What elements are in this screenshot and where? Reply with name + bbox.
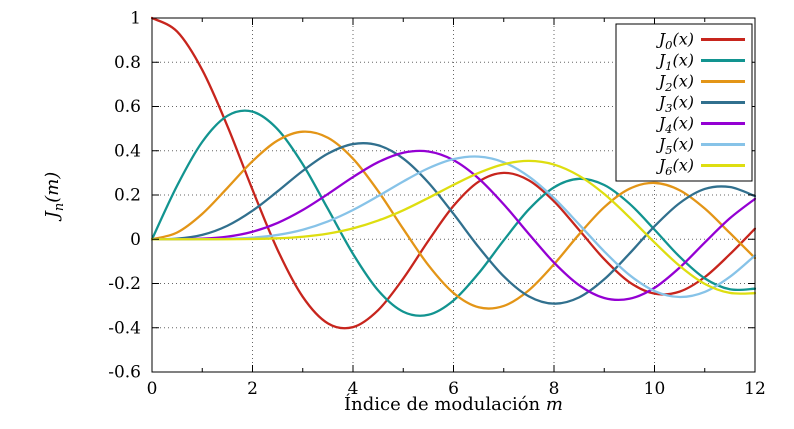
y-tick-label: 0 xyxy=(130,230,141,250)
legend-label: J3(x) xyxy=(656,93,694,115)
y-tick-label: -0.6 xyxy=(108,363,141,383)
legend-item-J6: J6(x) xyxy=(656,156,745,178)
curve-J5 xyxy=(151,155,756,299)
legend-item-J1: J1(x) xyxy=(656,51,745,73)
x-axis-title: Índice de modulación m xyxy=(344,392,563,415)
x-tick-label: 4 xyxy=(348,379,359,399)
curve-J3 xyxy=(151,142,756,305)
legend-label: J4(x) xyxy=(656,114,694,136)
legend-item-J4: J4(x) xyxy=(656,114,745,136)
tick-labels: -0.6-0.4-0.200.20.40.60.810 2 4 6 8 10 12 xyxy=(108,9,766,400)
legend-label: J0(x) xyxy=(656,30,694,52)
legend-label: J6(x) xyxy=(656,156,694,178)
legend-label: J1(x) xyxy=(656,51,694,73)
legend: J0(x)J1(x)J2(x)J3(x)J4(x)J5(x)J6(x) xyxy=(615,23,753,182)
x-tick-label: 12 xyxy=(744,379,766,399)
x-tick-label: 2 xyxy=(247,379,258,399)
curves xyxy=(151,16,756,330)
y-axis-title: Jn(m) xyxy=(42,172,67,223)
legend-item-J5: J5(x) xyxy=(656,135,745,157)
curve-J2 xyxy=(151,130,756,310)
y-tick-label: 0.8 xyxy=(114,53,141,73)
y-tick-label: 0.6 xyxy=(114,97,141,117)
y-tick-label: 0.4 xyxy=(114,141,141,161)
curve-J1 xyxy=(151,109,756,317)
legend-item-J3: J3(x) xyxy=(656,93,745,115)
x-tick-label: 6 xyxy=(448,379,459,399)
y-tick-label: -0.2 xyxy=(108,274,141,294)
axis-ticks xyxy=(151,17,756,373)
curve-J6 xyxy=(151,159,756,295)
legend-label: J5(x) xyxy=(656,135,694,157)
y-tick-label: -0.4 xyxy=(108,318,141,338)
x-tick-label: 8 xyxy=(549,379,560,399)
y-tick-label: 1 xyxy=(130,9,141,29)
legend-item-J0: J0(x) xyxy=(656,30,745,52)
y-tick-label: 0.2 xyxy=(114,186,141,206)
x-tick-label: 0 xyxy=(147,379,158,399)
legend-label: J2(x) xyxy=(656,72,694,94)
x-tick-label: 10 xyxy=(644,379,666,399)
legend-item-J2: J2(x) xyxy=(656,72,745,94)
curve-J0 xyxy=(151,16,756,330)
